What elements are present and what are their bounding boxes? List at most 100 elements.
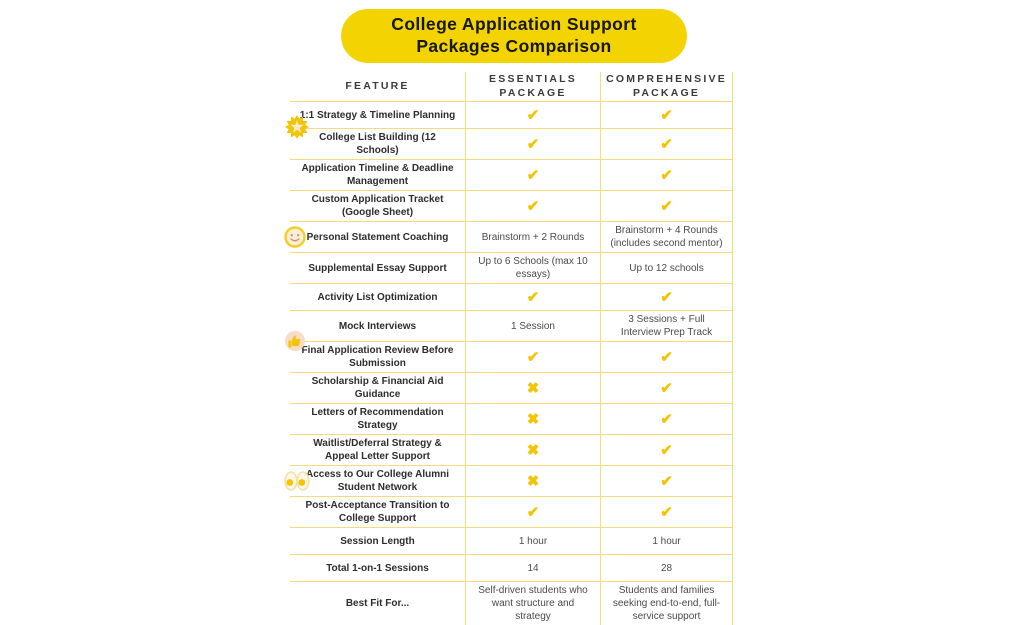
table-row: Access to Our College Alumni Student Net… bbox=[290, 466, 733, 497]
check-icon: ✔ bbox=[660, 288, 673, 306]
table-row: Activity List Optimization ✔ ✔ bbox=[290, 284, 733, 311]
comprehensive-cell: ✔ bbox=[600, 435, 733, 465]
check-icon: ✔ bbox=[526, 106, 540, 124]
essentials-cell: 14 bbox=[465, 555, 600, 581]
table-row: Custom Application Tracket (Google Sheet… bbox=[290, 191, 733, 222]
essentials-cell: Brainstorm + 2 Rounds bbox=[465, 222, 600, 252]
comprehensive-cell: ✔ bbox=[600, 102, 733, 128]
feature-cell: Supplemental Essay Support bbox=[308, 262, 447, 274]
eyes-icon bbox=[284, 471, 310, 491]
cross-icon: ✖ bbox=[526, 441, 540, 459]
check-icon: ✔ bbox=[660, 166, 673, 184]
comprehensive-cell: 1 hour bbox=[600, 528, 733, 554]
table-row: Session Length 1 hour 1 hour bbox=[290, 528, 733, 555]
check-icon: ✔ bbox=[660, 135, 673, 153]
smiley-face-icon bbox=[284, 226, 306, 248]
comprehensive-cell: Up to 12 schools bbox=[600, 253, 733, 283]
essentials-cell: ✔ bbox=[465, 191, 600, 221]
table-row: Total 1-on-1 Sessions 14 28 bbox=[290, 555, 733, 582]
table-row: Best Fit For... Self-driven students who … bbox=[290, 582, 733, 625]
essentials-cell: ✔ bbox=[465, 497, 600, 527]
essentials-cell: ✖ bbox=[465, 373, 600, 403]
table-row: Supplemental Essay Support Up to 6 School… bbox=[290, 253, 733, 284]
feature-cell: Total 1-on-1 Sessions bbox=[326, 562, 429, 574]
comprehensive-cell: ✔ bbox=[600, 497, 733, 527]
cross-icon: ✖ bbox=[526, 379, 540, 397]
essentials-cell: ✔ bbox=[465, 342, 600, 372]
comprehensive-cell: Brainstorm + 4 Rounds (includes second m… bbox=[600, 222, 733, 252]
header-feature: FEATURE bbox=[345, 79, 410, 92]
check-icon: ✔ bbox=[526, 288, 540, 306]
feature-cell: Letters of Recommendation Strategy bbox=[311, 407, 444, 431]
thumbs-up-icon bbox=[285, 331, 305, 351]
title-banner: College Application Support Packages Com… bbox=[341, 9, 687, 63]
essentials-cell: Up to 6 Schools (max 10 essays) bbox=[465, 253, 600, 283]
check-icon: ✔ bbox=[660, 503, 673, 521]
essentials-cell: ✖ bbox=[465, 466, 600, 496]
feature-cell: Personal Statement Coaching bbox=[306, 231, 449, 243]
starburst-icon bbox=[285, 115, 309, 139]
check-icon: ✔ bbox=[660, 410, 673, 428]
cross-icon: ✖ bbox=[526, 472, 540, 490]
comprehensive-cell: ✔ bbox=[600, 129, 733, 159]
feature-cell: 1:1 Strategy & Timeline Planning bbox=[299, 109, 456, 121]
check-icon: ✔ bbox=[526, 197, 540, 215]
check-icon: ✔ bbox=[660, 379, 673, 397]
table-header-row: FEATURE ESSENTIALS PACKAGE COMPREHENSIVE… bbox=[290, 72, 733, 102]
check-icon: ✔ bbox=[526, 166, 540, 184]
table-row: Final Application Review Before Submissi… bbox=[290, 342, 733, 373]
header-essentials-package: ESSENTIALS PACKAGE bbox=[465, 72, 600, 101]
comprehensive-cell: ✔ bbox=[600, 160, 733, 190]
feature-cell: Activity List Optimization bbox=[317, 291, 438, 303]
feature-cell: Best Fit For... bbox=[345, 598, 410, 609]
feature-cell: Mock Interviews bbox=[338, 320, 417, 332]
check-icon: ✔ bbox=[660, 441, 673, 459]
table-row: Letters of Recommendation Strategy ✖ ✔ bbox=[290, 404, 733, 435]
comprehensive-cell: ✔ bbox=[600, 191, 733, 221]
comprehensive-cell: ✔ bbox=[600, 466, 733, 496]
essentials-cell: Self-driven students who want structure … bbox=[465, 582, 600, 625]
table-row: Post-Acceptance Transition to College Su… bbox=[290, 497, 733, 528]
feature-cell: Scholarship & Financial Aid Guidance bbox=[311, 376, 444, 400]
comprehensive-cell: ✔ bbox=[600, 373, 733, 403]
table-row: Application Timeline & Deadline Manageme… bbox=[290, 160, 733, 191]
essentials-cell: ✔ bbox=[465, 160, 600, 190]
feature-cell: Custom Application Tracket (Google Sheet… bbox=[311, 194, 444, 218]
header-comprehensive-package: COMPREHENSIVE PACKAGE bbox=[600, 72, 733, 101]
feature-cell: Waitlist/Deferral Strategy & Appeal Lett… bbox=[313, 438, 442, 462]
table-row: 1:1 Strategy & Timeline Planning ✔ ✔ bbox=[290, 102, 733, 129]
check-icon: ✔ bbox=[526, 503, 540, 521]
table-row: Mock Interviews 1 Session 3 Sessions + Ful… bbox=[290, 311, 733, 342]
comprehensive-cell: Students and families seeking end-to-end… bbox=[600, 582, 733, 625]
table-row: Scholarship & Financial Aid Guidance ✖ ✔ bbox=[290, 373, 733, 404]
comprehensive-cell: ✔ bbox=[600, 284, 733, 310]
essentials-cell: ✔ bbox=[465, 102, 600, 128]
table-body: 1:1 Strategy & Timeline Planning ✔ ✔ Colleg… bbox=[290, 102, 733, 625]
essentials-cell: 1 Session bbox=[465, 311, 600, 341]
feature-cell: Final Application Review Before Submissi… bbox=[301, 345, 454, 369]
comprehensive-cell: 28 bbox=[600, 555, 733, 581]
feature-cell: Access to Our College Alumni Student Net… bbox=[306, 469, 449, 493]
essentials-cell: ✔ bbox=[465, 284, 600, 310]
comprehensive-cell: 3 Sessions + Full Interview Prep Track bbox=[600, 311, 733, 341]
essentials-cell: 1 hour bbox=[465, 528, 600, 554]
feature-cell: College List Building (12 Schools) bbox=[319, 132, 436, 156]
check-icon: ✔ bbox=[660, 348, 673, 366]
essentials-cell: ✔ bbox=[465, 129, 600, 159]
comprehensive-cell: ✔ bbox=[600, 342, 733, 372]
essentials-cell: ✖ bbox=[465, 404, 600, 434]
table-row: Personal Statement Coaching Brainstorm + … bbox=[290, 222, 733, 253]
comparison-table: FEATURE ESSENTIALS PACKAGE COMPREHENSIVE… bbox=[290, 72, 733, 625]
feature-cell: Post-Acceptance Transition to College Su… bbox=[305, 500, 450, 524]
check-icon: ✔ bbox=[660, 472, 673, 490]
check-icon: ✔ bbox=[660, 197, 673, 215]
essentials-cell: ✖ bbox=[465, 435, 600, 465]
check-icon: ✔ bbox=[526, 135, 540, 153]
page-title: College Application Support Packages Com… bbox=[391, 14, 637, 56]
comprehensive-cell: ✔ bbox=[600, 404, 733, 434]
table-row: Waitlist/Deferral Strategy & Appeal Lett… bbox=[290, 435, 733, 466]
check-icon: ✔ bbox=[660, 106, 673, 124]
check-icon: ✔ bbox=[526, 348, 540, 366]
cross-icon: ✖ bbox=[526, 410, 540, 428]
feature-cell: Application Timeline & Deadline Manageme… bbox=[301, 163, 454, 187]
